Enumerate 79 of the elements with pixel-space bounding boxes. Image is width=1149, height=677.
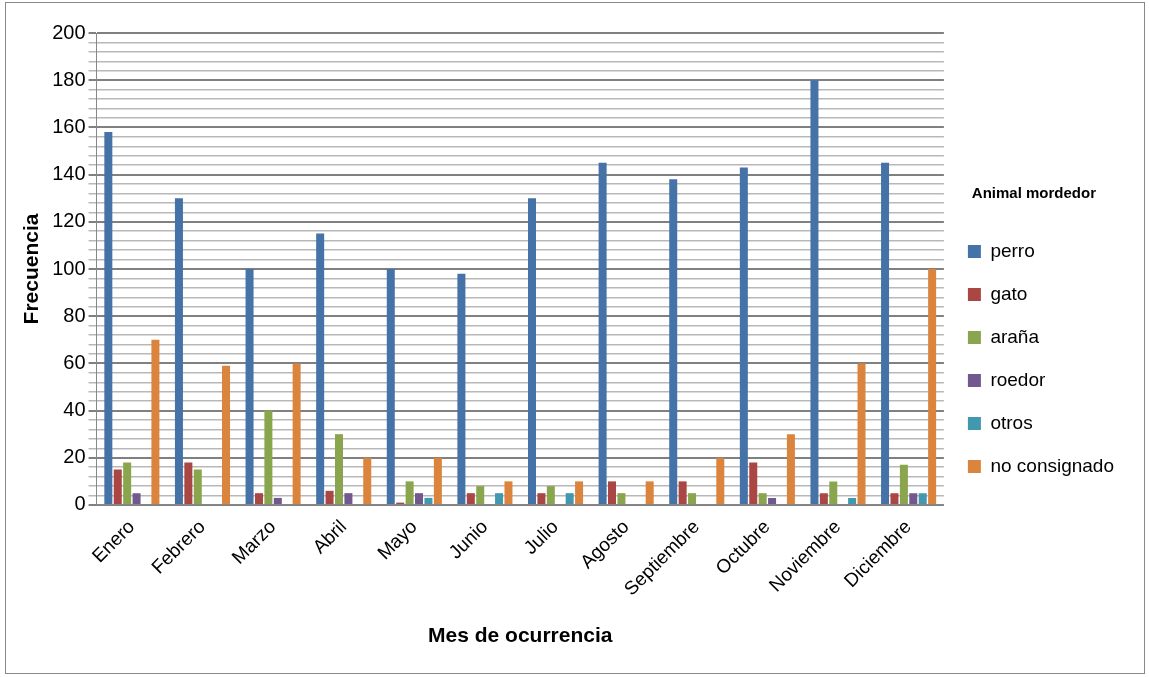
bar: [222, 365, 231, 504]
bar: [264, 410, 273, 504]
y-tick-label: 80: [63, 303, 86, 326]
bar: [819, 493, 828, 504]
bar: [688, 493, 697, 504]
bar: [495, 493, 504, 504]
bar: [344, 493, 353, 504]
bar: [504, 481, 513, 504]
legend-title: Animal mordedor: [971, 183, 1097, 201]
bar: [786, 434, 795, 504]
bar: [415, 493, 424, 504]
x-tick-label: Julio: [519, 515, 563, 559]
bar: [890, 493, 899, 504]
bar: [857, 363, 866, 504]
bar: [881, 162, 890, 504]
y-tick-label: 20: [63, 445, 86, 468]
legend-label: araña: [990, 325, 1040, 347]
bar: [716, 457, 725, 504]
bar: [184, 462, 193, 504]
bar: [810, 80, 819, 504]
bar: [386, 268, 395, 504]
y-tick-label: 200: [52, 20, 86, 43]
bar: [174, 198, 183, 504]
bar: [537, 493, 546, 504]
x-axis-title: Mes de ocurrencia: [428, 623, 613, 647]
bar: [405, 481, 414, 504]
bar: [829, 481, 838, 504]
bar: [645, 481, 654, 504]
bar: [433, 457, 442, 504]
bar: [848, 497, 857, 504]
y-tick-label: 100: [52, 256, 86, 279]
y-tick-label: 180: [52, 67, 86, 90]
bar: [909, 493, 918, 504]
bar: [424, 497, 433, 504]
bar: [598, 162, 607, 504]
bar: [669, 179, 678, 504]
bar: [273, 497, 282, 504]
bar: [546, 486, 555, 504]
y-tick-label: 140: [52, 162, 86, 185]
bar: [565, 493, 574, 504]
y-tick-label: 120: [52, 209, 86, 232]
y-axis-title: Frecuencia: [19, 213, 43, 325]
bar: [132, 493, 141, 504]
bar: [325, 490, 334, 504]
bar: [749, 462, 758, 504]
bar: [899, 464, 908, 504]
bar: [739, 167, 748, 504]
bar: [476, 486, 485, 504]
bar: [113, 469, 122, 504]
bar: [316, 233, 325, 504]
y-tick-label: 0: [74, 492, 86, 515]
bar: [457, 273, 466, 504]
legend-label: roedor: [990, 368, 1046, 390]
bar: [292, 363, 301, 504]
y-tick-label: 160: [52, 114, 86, 137]
bar: [608, 481, 617, 504]
y-tick-label: 40: [63, 398, 86, 421]
bar: [193, 469, 202, 504]
bar: [758, 493, 767, 504]
bar: [151, 339, 160, 504]
bar: [678, 481, 687, 504]
bar: [335, 434, 343, 504]
bar: [528, 198, 536, 504]
bar: [575, 481, 584, 504]
legend-label: no consignado: [990, 454, 1115, 476]
bar: [466, 493, 475, 504]
bar: [363, 457, 372, 504]
bar: [104, 132, 113, 504]
bar: [928, 268, 937, 504]
y-tick-label: 60: [63, 350, 86, 373]
legend-label: perro: [990, 239, 1035, 261]
bar: [245, 268, 254, 504]
legend-label: otros: [990, 411, 1033, 433]
bar: [617, 493, 626, 504]
bar: [918, 493, 927, 504]
legend-label: gato: [990, 282, 1028, 304]
bar: [123, 462, 132, 504]
bar: [254, 493, 263, 504]
bar: [768, 497, 777, 504]
